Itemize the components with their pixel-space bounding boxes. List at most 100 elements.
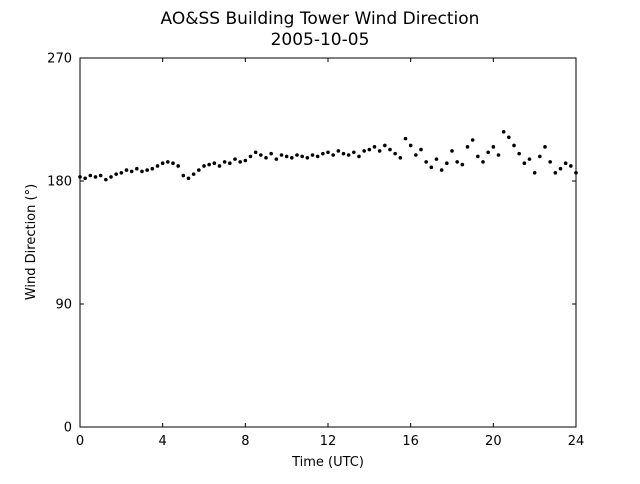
data-point xyxy=(124,168,129,172)
data-point xyxy=(109,175,113,179)
data-point xyxy=(383,143,387,148)
data-point xyxy=(532,171,537,175)
data-point xyxy=(574,171,578,175)
data-point xyxy=(321,151,325,156)
data-point xyxy=(295,153,299,157)
data-point xyxy=(326,150,330,155)
data-point xyxy=(274,157,279,161)
data-point xyxy=(424,160,428,164)
data-point xyxy=(228,161,232,166)
data-point xyxy=(207,162,211,167)
data-point xyxy=(377,149,382,153)
y-tick-label: 0 xyxy=(64,421,72,436)
data-point xyxy=(388,147,392,152)
data-point xyxy=(310,153,315,157)
data-point xyxy=(104,177,108,182)
data-point xyxy=(238,160,242,164)
data-point xyxy=(166,160,170,164)
data-point xyxy=(243,158,248,163)
data-point xyxy=(181,173,186,178)
data-point xyxy=(352,150,356,155)
data-point xyxy=(491,145,496,149)
data-point xyxy=(171,161,175,166)
data-point xyxy=(284,154,289,159)
data-point xyxy=(176,164,180,168)
x-tick-label: 0 xyxy=(76,434,84,449)
data-point xyxy=(563,161,568,166)
data-point xyxy=(88,173,93,178)
data-point xyxy=(155,164,160,168)
data-point xyxy=(186,176,191,181)
x-tick-label: 24 xyxy=(568,434,585,449)
data-point xyxy=(150,166,155,171)
data-point xyxy=(543,145,547,149)
data-point xyxy=(93,175,98,179)
data-point xyxy=(145,168,149,172)
data-point xyxy=(269,151,273,156)
data-point xyxy=(290,155,294,160)
data-point xyxy=(408,143,413,148)
data-point xyxy=(445,161,449,166)
data-point xyxy=(393,151,397,156)
data-point xyxy=(248,154,253,159)
data-point xyxy=(558,166,563,171)
y-tick-label: 270 xyxy=(47,52,72,67)
data-point xyxy=(98,173,103,178)
x-tick-label: 12 xyxy=(320,434,337,449)
x-tick-label: 8 xyxy=(241,434,249,449)
data-point xyxy=(496,153,501,157)
data-point xyxy=(346,153,351,157)
data-point xyxy=(527,157,532,161)
data-point xyxy=(222,160,227,164)
data-point xyxy=(83,176,87,181)
data-point xyxy=(403,136,408,141)
data-point xyxy=(233,157,237,161)
data-point xyxy=(476,154,480,159)
data-point xyxy=(78,175,82,179)
x-tick-label: 16 xyxy=(402,434,419,449)
data-point xyxy=(264,155,268,160)
data-point xyxy=(460,162,465,167)
data-point xyxy=(414,153,418,157)
data-point xyxy=(362,149,366,153)
data-point xyxy=(114,172,118,176)
data-point xyxy=(331,153,335,157)
y-tick-label: 90 xyxy=(55,298,72,313)
x-axis-label: Time (UTC) xyxy=(291,455,364,470)
data-point xyxy=(450,149,454,153)
data-point xyxy=(279,153,284,157)
data-point xyxy=(191,172,196,176)
data-point xyxy=(197,168,201,172)
data-point xyxy=(398,155,403,160)
data-point xyxy=(217,164,222,168)
data-point xyxy=(367,147,372,152)
data-point xyxy=(548,160,552,164)
data-point xyxy=(434,157,439,161)
data-point xyxy=(507,135,511,140)
data-point xyxy=(439,168,444,172)
data-point xyxy=(357,154,361,159)
data-point xyxy=(517,151,521,156)
data-point xyxy=(419,147,423,152)
data-point xyxy=(253,150,258,155)
data-point xyxy=(300,154,304,159)
data-point xyxy=(341,151,346,156)
data-point xyxy=(119,171,124,175)
data-point xyxy=(305,155,310,160)
data-point xyxy=(486,150,490,155)
x-tick-label: 20 xyxy=(485,434,502,449)
data-point xyxy=(336,149,341,153)
data-point xyxy=(501,130,506,134)
chart-title: AO&SS Building Tower Wind Direction xyxy=(161,9,480,29)
data-point xyxy=(129,169,134,174)
chart-subtitle: 2005-10-05 xyxy=(271,30,370,50)
y-tick-label: 180 xyxy=(47,175,72,190)
data-point xyxy=(140,169,144,174)
data-point xyxy=(315,154,320,159)
x-tick-label: 4 xyxy=(159,434,167,449)
data-point xyxy=(455,160,459,164)
data-point xyxy=(481,160,485,164)
data-point xyxy=(202,164,206,168)
